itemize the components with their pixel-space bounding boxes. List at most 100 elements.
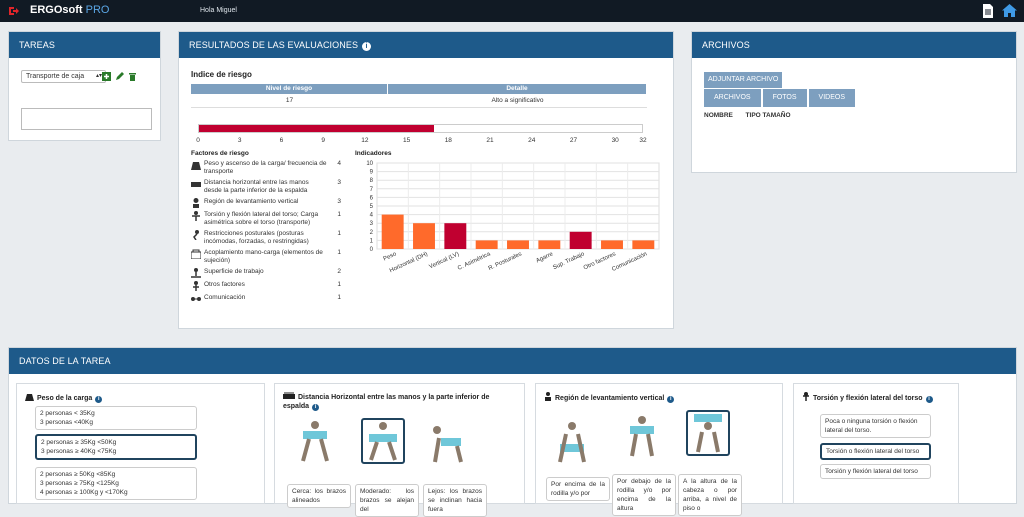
indicators-title: Indicadores: [355, 150, 392, 157]
distance-option-far[interactable]: Lejos: los brazos se inclinan hacia fuer…: [423, 484, 487, 517]
factor-row: Otros factores 1: [191, 281, 341, 291]
task-notes[interactable]: [21, 108, 152, 130]
factor-label: Región de levantamiento vertical: [204, 198, 299, 205]
region-option-waist[interactable]: Por debajo de la rodilla y/o por encima …: [612, 474, 676, 516]
tareas-panel: TAREAS Transporte de caja ▴▾: [8, 31, 161, 141]
lift-region-card: Región de levantamiento vertical i Por en…: [535, 383, 783, 516]
factor-value: 1: [337, 211, 341, 218]
logout-icon[interactable]: [8, 5, 20, 17]
weight-option-3[interactable]: 2 personas ≥ 50Kg <85Kg 3 personas ≥ 75Kg…: [35, 467, 197, 500]
risk-bar: [198, 124, 643, 133]
results-panel: RESULTADOS DE LAS EVALUACIONES i Indice d…: [178, 31, 674, 329]
figure-head-icon: [694, 414, 722, 453]
info-icon[interactable]: i: [925, 396, 933, 403]
chart-ytick-label: 4: [370, 213, 374, 219]
chart-ytick-label: 10: [366, 161, 373, 167]
distance-card-title: Distancia Horizontal entre las manos y l…: [283, 392, 490, 411]
factor-row: Distancia horizontal entre las manos des…: [191, 179, 341, 195]
factor-label: Distancia horizontal entre las manos des…: [204, 179, 309, 194]
risk-tick-label: 15: [402, 137, 411, 144]
distance-icon: [191, 182, 201, 187]
chart-ytick-label: 9: [370, 170, 374, 176]
tab-videos[interactable]: VIDEOS: [808, 89, 855, 107]
task-select[interactable]: Transporte de caja ▴▾: [21, 70, 106, 83]
col-tipo: TIPO TAMAÑO: [745, 112, 791, 119]
factor-label: Comunicación: [204, 294, 246, 301]
chart-xtick-label: Vertical (LV): [428, 251, 460, 270]
factor-row: Peso y ascenso de la carga/ frecuencia d…: [191, 160, 341, 176]
info-icon[interactable]: i: [362, 42, 372, 51]
torsion-option-3[interactable]: Torsión y flexión lateral del torso: [820, 464, 931, 479]
distance-option-near[interactable]: Cerca: los brazos alineados: [287, 484, 351, 508]
risk-index-title: Indice de riesgo: [191, 70, 252, 79]
factor-value: 1: [337, 249, 341, 256]
region-option-knee[interactable]: Por encima de la rodilla y/o por: [546, 477, 610, 501]
risk-tick-label: 24: [528, 137, 536, 144]
chart-ytick-label: 6: [370, 195, 374, 201]
chart-xtick-label: Comunicación: [611, 251, 648, 273]
chart-bar: [475, 240, 498, 249]
risk-bar-fill: [199, 125, 435, 132]
chart-bar: [569, 231, 592, 249]
risk-detail-value: Alto a significativo: [491, 97, 544, 104]
factor-value: 3: [337, 198, 341, 205]
distance-figure-moderate[interactable]: [361, 418, 405, 464]
document-icon[interactable]: [983, 4, 993, 18]
weight-option-2[interactable]: 2 personas ≥ 35Kg <50Kg 3 personas ≥ 40Kg…: [35, 434, 197, 460]
figure-far-icon: [433, 426, 463, 463]
info-icon[interactable]: i: [667, 396, 675, 403]
chart-xtick-label: C. Asimétrica: [457, 251, 492, 272]
factor-label: Peso y ascenso de la carga/ frecuencia d…: [204, 160, 327, 175]
torsion-option-2[interactable]: Torsión o flexión lateral del torso: [820, 443, 931, 460]
edit-icon[interactable]: [115, 72, 124, 81]
risk-tick-label: 18: [444, 137, 452, 144]
posture-icon: [193, 230, 199, 240]
info-icon[interactable]: i: [95, 396, 103, 403]
files-columns: NOMBRE TIPO TAMAÑO: [704, 112, 791, 119]
figure-waist-icon: [630, 416, 654, 457]
greeting: Hola Miguel: [200, 7, 237, 14]
factor-row: Superficie de trabajo 2: [191, 268, 341, 278]
results-title: RESULTADOS DE LAS EVALUACIONES i: [179, 32, 673, 58]
factor-row: Torsión y flexión lateral del torso; Car…: [191, 211, 341, 227]
risk-tick-label: 6: [279, 137, 284, 144]
tab-archivos[interactable]: ARCHIVOS: [704, 89, 761, 107]
files-tabs: ARCHIVOS FOTOS VIDEOS: [704, 89, 857, 107]
home-icon[interactable]: [1002, 4, 1017, 17]
delete-icon[interactable]: [128, 72, 137, 81]
chart-bar: [601, 240, 623, 249]
factor-value: 3: [337, 179, 341, 186]
chart-ytick-label: 1: [370, 238, 374, 244]
risk-level-value: 17: [285, 97, 294, 104]
info-icon[interactable]: i: [312, 404, 320, 411]
weight-icon: [191, 162, 201, 170]
chart-xtick-label: Agarre: [535, 251, 554, 264]
factor-value: 1: [337, 230, 341, 237]
chart-ytick-label: 8: [370, 178, 374, 184]
torsion-option-1[interactable]: Poca o ninguna torsión o flexión lateral…: [820, 414, 931, 438]
risk-tick-label: 12: [361, 137, 369, 144]
distance-option-moderate[interactable]: Moderado: los brazos se alejan del: [355, 484, 419, 517]
distance-icon: [283, 392, 295, 399]
chart-ytick-label: 7: [370, 187, 374, 193]
factor-value: 2: [337, 268, 341, 275]
region-option-head[interactable]: A la altura de la cabeza o por arriba, a…: [678, 474, 742, 516]
chart-xtick-label: Peso: [383, 251, 399, 262]
region-figure-head[interactable]: [686, 410, 730, 456]
risk-tick-label: 27: [569, 137, 578, 144]
weight-option-1[interactable]: 2 personas < 35Kg 3 personas <40Kg: [35, 406, 197, 430]
add-icon[interactable]: [102, 72, 111, 81]
torsion-card: Torsión y flexión lateral del torso i Poc…: [793, 383, 959, 504]
tab-fotos[interactable]: FOTOS: [762, 89, 807, 107]
lift-icon: [193, 198, 199, 208]
weight-card: Peso de la carga i 2 personas < 35Kg 3 per…: [16, 383, 265, 504]
factor-value: 1: [337, 281, 341, 288]
task-data-title: DATOS DE LA TAREA: [9, 348, 1016, 374]
upload-button[interactable]: ADJUNTAR ARCHIVO: [704, 72, 783, 88]
factor-row: Restricciones posturales (posturas incóm…: [191, 230, 341, 246]
lift-region-card-title: Región de levantamiento vertical i: [544, 392, 675, 403]
factor-label: Torsión y flexión lateral del torso; Car…: [204, 211, 319, 226]
chart-ytick-label: 2: [370, 230, 374, 236]
chart-xtick-label: R. Posturales: [488, 251, 523, 272]
